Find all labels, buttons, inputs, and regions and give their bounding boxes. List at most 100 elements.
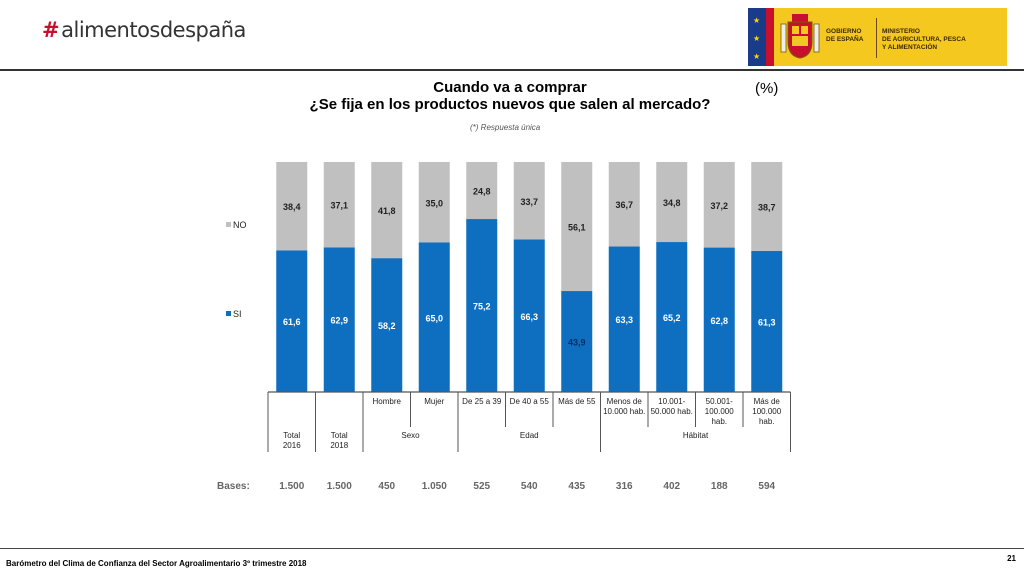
unit-label: (%): [755, 80, 779, 97]
base-value-1: 1.500: [326, 481, 352, 492]
bar-si-9: [703, 247, 735, 392]
bar-no-2: [371, 162, 403, 259]
bar-si-5: [513, 239, 545, 392]
bases-label: Bases:: [217, 481, 250, 492]
bar-no-7: [608, 162, 640, 247]
category-label-9-1: 100.000: [705, 407, 734, 416]
group-label-0-0: Total: [283, 431, 300, 440]
label-si-5: 66,3: [520, 312, 538, 322]
label-no-4: 24,8: [473, 187, 491, 197]
category-label-10-1: 100.000: [752, 407, 781, 416]
group-label-1-0: Total: [331, 431, 348, 440]
ministerio-text: MINISTERIO DE AGRICULTURA, PESCA Y ALIMENT…: [882, 28, 966, 51]
label-si-1: 62,9: [330, 316, 348, 326]
bar-si-2: [371, 258, 403, 392]
bar-si-1: [323, 247, 355, 392]
bar-no-10: [751, 162, 783, 252]
label-si-4: 75,2: [473, 302, 491, 312]
government-logo: ★ ★ ★ GOBIERNO DE ESPAÑA MINISTERIO DE AGR…: [748, 8, 1007, 66]
chart-title-line2: ¿Se fija en los productos nuevos que sal…: [309, 96, 711, 113]
category-label-8-1: 50.000 hab.: [651, 407, 693, 416]
base-value-8: 402: [663, 481, 681, 492]
category-label-9-2: hab.: [711, 417, 727, 426]
legend-no-swatch: [226, 222, 231, 227]
label-no-0: 38,4: [283, 202, 301, 212]
category-label-10-2: hab.: [759, 417, 775, 426]
spain-coat-of-arms-icon: [780, 14, 820, 59]
bar-si-4: [466, 219, 498, 392]
page-number: 21: [1007, 554, 1016, 563]
label-no-1: 37,1: [330, 201, 348, 211]
label-no-7: 36,7: [615, 200, 633, 210]
eu-flag-icon: ★ ★ ★: [748, 8, 766, 66]
footer-divider: [0, 548, 1024, 549]
bar-si-8: [656, 242, 688, 392]
label-si-7: 63,3: [615, 315, 633, 325]
label-si-3: 65,0: [425, 313, 443, 323]
gobierno-text: GOBIERNO DE ESPAÑA: [826, 28, 864, 43]
category-label-2-0: Hombre: [373, 397, 402, 406]
bar-no-5: [513, 162, 545, 240]
label-si-8: 65,2: [663, 313, 681, 323]
label-si-0: 61,6: [283, 317, 301, 327]
label-no-10: 38,7: [758, 203, 776, 213]
group-label-0-1: 2016: [283, 441, 301, 450]
category-label-3-0: Mujer: [424, 397, 444, 406]
group-label-4-0: Hábitat: [683, 431, 709, 440]
label-no-3: 35,0: [425, 198, 443, 208]
legend-no-label: NO: [233, 220, 247, 230]
label-si-10: 61,3: [758, 318, 776, 328]
base-value-6: 435: [568, 481, 586, 492]
bar-no-3: [418, 162, 450, 243]
label-no-2: 41,8: [378, 206, 396, 216]
legend-si-label: SI: [233, 309, 242, 319]
logo-divider: [876, 18, 877, 58]
logo-text: alimentosdespaña: [61, 18, 246, 42]
bar-si-10: [751, 251, 783, 392]
category-label-7-1: 10.000 hab.: [603, 407, 645, 416]
bar-no-6: [561, 162, 593, 292]
category-label-7-0: Menos de: [607, 397, 643, 406]
response-note: (*) Respuesta única: [470, 123, 541, 132]
footer-text: Barómetro del Clima de Confianza del Sec…: [6, 559, 307, 568]
spain-flag-band: [766, 8, 774, 66]
base-value-5: 540: [520, 481, 538, 492]
label-no-5: 33,7: [520, 197, 538, 207]
label-si-6: 43,9: [568, 338, 586, 348]
category-label-5-0: De 40 a 55: [510, 397, 550, 406]
group-label-3-0: Edad: [520, 431, 539, 440]
base-value-10: 594: [758, 481, 776, 492]
base-value-9: 188: [710, 481, 728, 492]
label-no-8: 34,8: [663, 198, 681, 208]
base-value-0: 1.500: [279, 481, 305, 492]
bar-si-0: [276, 250, 308, 392]
group-label-1-1: 2018: [330, 441, 348, 450]
bar-si-6: [561, 291, 593, 392]
bar-no-4: [466, 162, 498, 220]
base-value-3: 1.050: [421, 481, 447, 492]
label-no-6: 56,1: [568, 223, 586, 233]
bar-si-3: [418, 242, 450, 392]
header-divider: [0, 69, 1024, 71]
bar-no-9: [703, 162, 735, 248]
label-si-9: 62,8: [710, 316, 728, 326]
category-label-4-0: De 25 a 39: [462, 397, 502, 406]
category-label-9-0: 50.001-: [706, 397, 733, 406]
logo-hash: #: [42, 18, 60, 42]
base-value-7: 316: [615, 481, 633, 492]
base-value-4: 525: [473, 481, 491, 492]
chart-title-line1: Cuando va a comprar: [433, 79, 587, 96]
label-no-9: 37,2: [710, 201, 728, 211]
bar-no-8: [656, 162, 688, 243]
base-value-2: 450: [378, 481, 396, 492]
group-label-2-0: Sexo: [401, 431, 420, 440]
category-label-6-0: Más de 55: [558, 397, 596, 406]
alimentos-de-espana-logo: #alimentosdespaña: [42, 18, 246, 42]
category-label-8-0: 10.001-: [658, 397, 685, 406]
label-si-2: 58,2: [378, 321, 396, 331]
bar-no-1: [323, 162, 355, 248]
legend-si-swatch: [226, 311, 231, 316]
bar-si-7: [608, 246, 640, 392]
category-label-10-0: Más de: [754, 397, 781, 406]
